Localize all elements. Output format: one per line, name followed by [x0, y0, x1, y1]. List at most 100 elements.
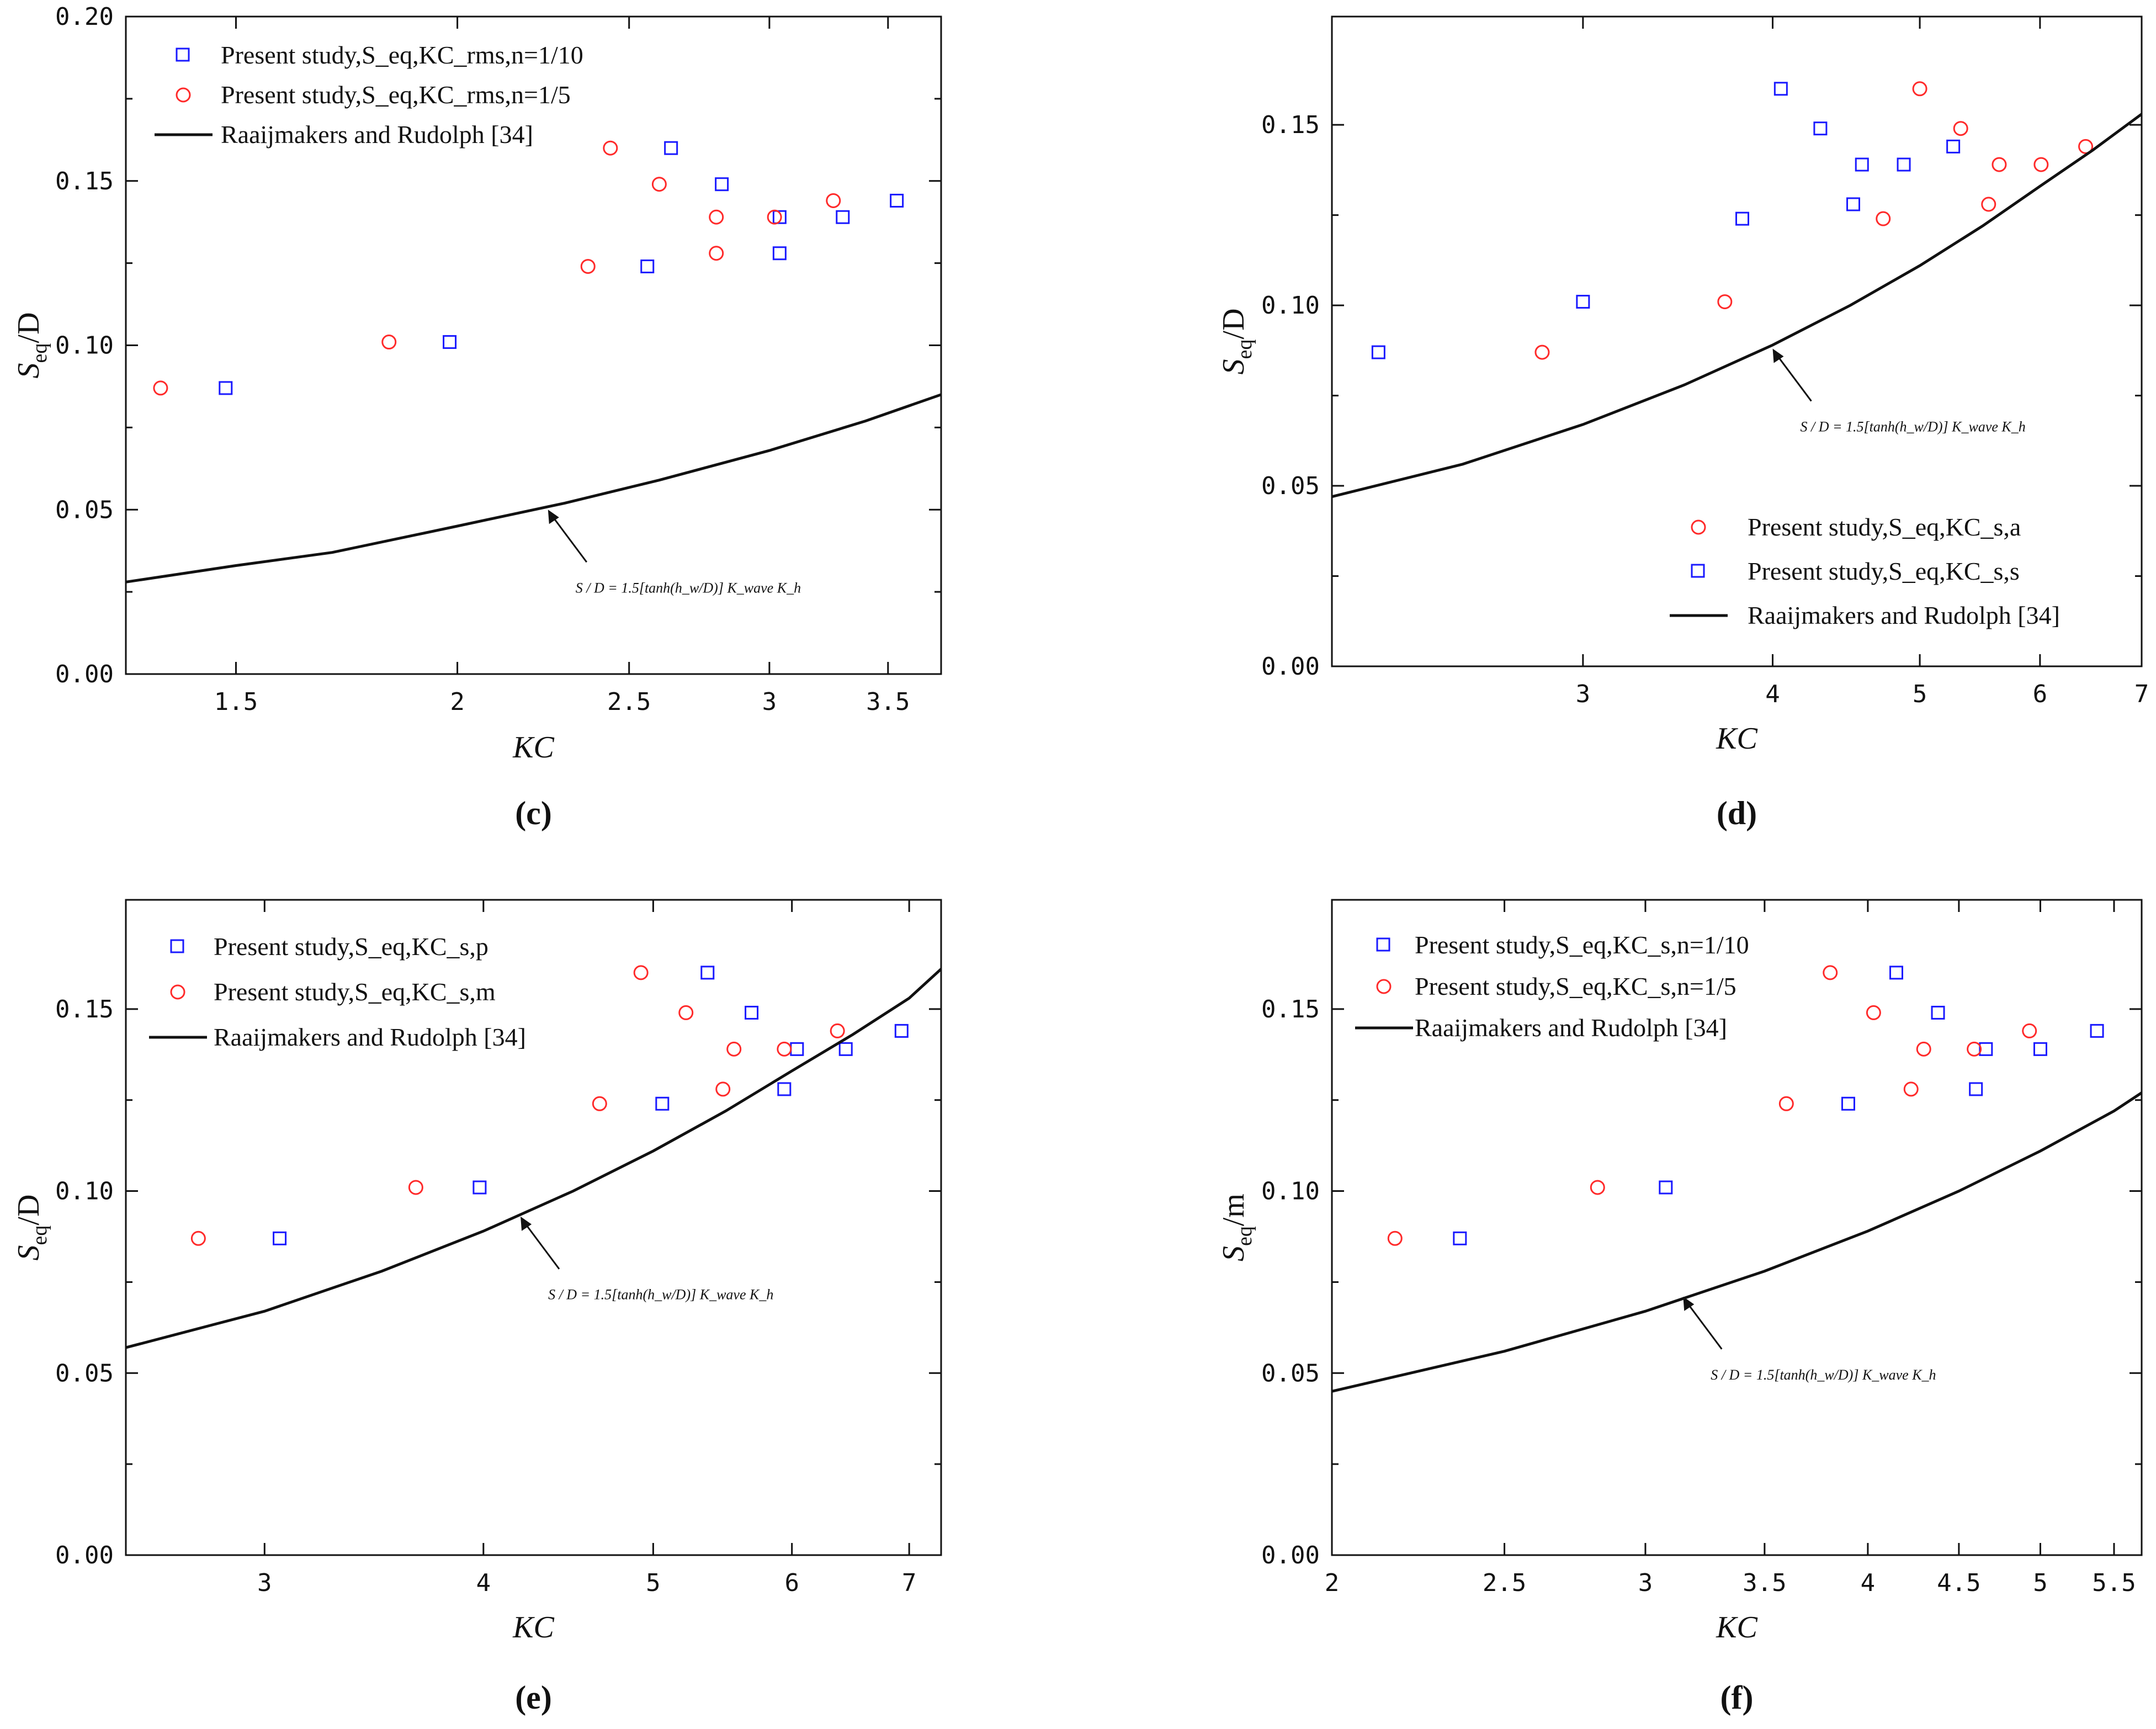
data-point-square: [772, 210, 787, 224]
data-point-circle: [1903, 1081, 1919, 1097]
legend-marker-square: [1691, 564, 1705, 578]
data-point-square: [836, 210, 850, 224]
legend-entry-label: Raaijmakers and Rudolph [34]: [1748, 601, 2060, 629]
data-point-square: [2090, 1023, 2104, 1038]
legend-marker-square: [170, 939, 184, 953]
data-point-circle: [826, 193, 841, 208]
plot-frame: [125, 899, 942, 1556]
x-axis-label: KC: [1716, 722, 1757, 756]
data-point-circle: [580, 259, 596, 274]
data-point-circle: [633, 965, 649, 980]
x-tick-label: 7: [2134, 680, 2149, 708]
annotation-arrow: [1687, 1302, 1723, 1350]
data-point-circle: [709, 246, 724, 261]
y-axis-label: Seq/D: [12, 312, 51, 379]
y-axis-label: Seq/m: [1217, 1194, 1256, 1261]
x-tick-label: 3.5: [1743, 1569, 1786, 1597]
data-point-circle: [408, 1180, 423, 1195]
data-point-square: [1735, 211, 1750, 226]
data-point-square: [772, 246, 787, 261]
y-tick-label: 0.10: [55, 1178, 114, 1206]
data-point-circle: [1590, 1180, 1605, 1195]
y-tick-label: 0.20: [55, 3, 114, 31]
data-point-square: [443, 335, 457, 349]
y-tick-label: 0.00: [1261, 653, 1320, 681]
data-point-square: [1946, 139, 1961, 153]
data-point-circle: [1981, 197, 1996, 212]
legend-marker-circle: [1691, 519, 1706, 535]
data-point-circle: [715, 1081, 731, 1097]
legend-entry-label: Present study,S_eq,KC_rms,n=1/5: [221, 81, 571, 109]
annotation-formula: S / D = 1.5[tanh(h_w/D)] K_wave K_h: [1711, 1367, 1936, 1383]
x-axis-label: KC: [512, 730, 554, 765]
data-point-square: [1969, 1082, 1983, 1096]
data-point-square: [1855, 157, 1869, 172]
data-point-circle: [2022, 1023, 2037, 1038]
y-tick-label: 0.00: [55, 1541, 114, 1569]
data-point-circle: [1953, 121, 1968, 136]
plot-frame: [125, 15, 942, 675]
data-point-square: [890, 193, 904, 208]
data-point-circle: [1823, 965, 1838, 980]
data-point-square: [1897, 157, 1911, 172]
panel-label: (d): [1717, 795, 1757, 831]
data-point-square: [1773, 82, 1788, 96]
legend-entry-label: Present study,S_eq,KC_s,m: [214, 978, 496, 1006]
legend-marker-circle: [1376, 979, 1392, 994]
y-tick-label: 0.00: [55, 660, 114, 688]
panel-label: (e): [515, 1679, 552, 1716]
annotation-formula: S / D = 1.5[tanh(h_w/D)] K_wave K_h: [1801, 419, 2026, 435]
y-axis-label: Seq/D: [1217, 309, 1256, 375]
annotation-formula: S / D = 1.5[tanh(h_w/D)] K_wave K_h: [576, 580, 801, 596]
plot-frame: [1331, 899, 2143, 1556]
data-point-circle: [592, 1096, 607, 1111]
data-point-circle: [1866, 1005, 1881, 1020]
data-point-square: [2033, 1042, 2047, 1056]
y-tick-label: 0.15: [55, 995, 114, 1023]
chart-panel-f: 2 2.5 3 3.5 4 4.5 5 5.5 0.00 0.05 0.10 0.15 KC Seq/m (…: [1217, 899, 2143, 1716]
legend-entry-label: Raaijmakers and Rudolph [34]: [214, 1023, 526, 1051]
data-point-square: [1931, 1005, 1945, 1020]
panel-label: (f): [1720, 1679, 1754, 1716]
y-tick-label: 0.15: [55, 167, 114, 195]
data-point-square: [1846, 197, 1861, 211]
data-point-circle: [1717, 294, 1733, 310]
panel-label: (c): [515, 795, 552, 831]
data-point-circle: [726, 1041, 742, 1057]
x-tick-label: 2.5: [607, 688, 651, 716]
series-line-raaijmakers: [1331, 1091, 2143, 1393]
x-tick-label: 3: [257, 1569, 272, 1597]
data-point-square: [472, 1180, 487, 1195]
x-tick-label: 2: [450, 688, 465, 716]
data-point-circle: [1876, 211, 1891, 226]
data-point-circle: [651, 177, 667, 192]
data-point-circle: [190, 1231, 206, 1246]
y-tick-label: 0.10: [1261, 291, 1320, 320]
y-tick-label: 0.05: [55, 1359, 114, 1387]
y-tick-label: 0.10: [55, 332, 114, 360]
legend-entry-label: Raaijmakers and Rudolph [34]: [1415, 1014, 1727, 1042]
x-tick-label: 4.5: [1937, 1569, 1980, 1597]
x-tick-label: 6: [2033, 680, 2048, 708]
data-point-square: [700, 966, 715, 980]
chart-panel-c: 1.5 2 2.5 3 3.5 0.00 0.05 0.10 0.15 0.20 KC Seq/D (c…: [12, 3, 942, 831]
x-tick-label: 2: [1325, 1569, 1340, 1597]
annotation-formula: S / D = 1.5[tanh(h_w/D)] K_wave K_h: [548, 1287, 773, 1303]
data-point-square: [1371, 345, 1385, 359]
data-point-square: [1889, 966, 1903, 980]
annotation-arrowhead: [1772, 348, 1784, 363]
legend-entry-label: Raaijmakers and Rudolph [34]: [221, 120, 533, 148]
legend-entry-label: Present study,S_eq,KC_s,n=1/5: [1415, 972, 1737, 1000]
legend-entry-label: Present study,S_eq,KC_s,a: [1748, 513, 2021, 541]
data-point-square: [777, 1082, 792, 1096]
data-point-square: [273, 1231, 287, 1245]
legend-entry-label: Present study,S_eq,KC_rms,n=1/10: [221, 41, 583, 69]
data-point-square: [1453, 1231, 1467, 1245]
x-tick-label: 3.5: [866, 688, 910, 716]
y-tick-label: 0.15: [1261, 111, 1320, 139]
data-point-circle: [381, 335, 397, 350]
data-point-circle: [678, 1005, 694, 1020]
plot-frame: [1331, 15, 2143, 667]
data-point-square: [640, 259, 655, 274]
data-point-square: [1659, 1180, 1673, 1195]
